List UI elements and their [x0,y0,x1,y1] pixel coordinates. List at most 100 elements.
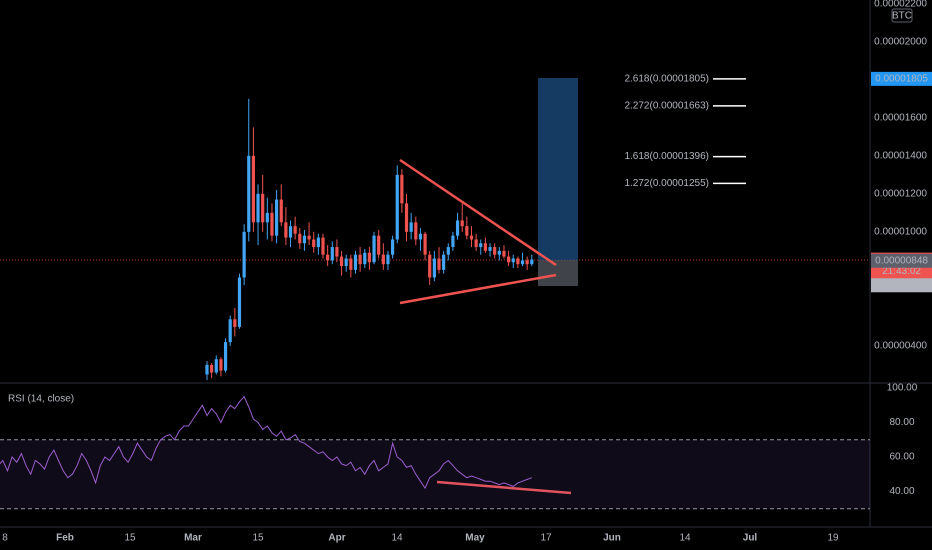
candle-body [479,243,483,248]
x-tick-label: Jun [603,533,621,544]
x-tick-label: May [465,533,485,544]
x-tick-label: Apr [328,533,345,544]
candle-body [428,254,432,278]
candle-body [265,212,269,223]
candle-body [256,193,260,223]
candle-body [335,247,339,257]
candle-body [261,193,265,223]
candle-body [312,239,316,248]
candle-body [214,359,218,373]
candle-body [446,247,450,255]
candle-body [242,231,246,278]
candle-body [483,243,487,251]
candle-body [321,237,325,255]
price-badge [871,278,932,293]
candle-body [525,260,529,265]
x-tick-label: 8 [2,533,8,544]
candle-body [228,319,232,343]
price-badge-label: 0.00000719 [875,280,928,291]
candle-body [326,254,330,261]
candle-body [210,364,214,373]
candle-body [367,252,371,263]
price-badge-label: 0.00000848 [875,255,928,266]
candle-body [353,254,358,270]
y-tick-label: 0.00001400 [874,150,927,161]
price-badge-time: 21:43:02 [882,266,921,277]
candle-body [251,155,255,223]
candle-body [502,250,506,257]
candle-body [358,254,362,265]
fib-label: 2.618(0.00001805) [624,74,709,85]
candle-body [520,260,525,265]
candle-body [307,235,311,240]
candle-body [237,277,242,327]
candle-body [414,222,418,240]
rsi-title: RSI (14, close) [8,394,74,405]
y-tick-label: 0.00002200 [874,0,927,9]
candle-body [432,258,436,278]
candle-body [418,233,423,240]
long-position-stop [538,260,578,286]
candle-body [372,235,376,263]
candle-body [437,258,441,270]
candle-body [339,256,344,267]
candle-body [442,254,446,270]
x-tick-label: 14 [391,533,403,544]
candle-body [497,250,501,255]
y-tick-label: 0.00000400 [874,341,927,352]
candle-body [275,199,279,236]
candle-body [233,319,237,327]
x-tick-label: 19 [827,533,839,544]
candle-body [284,222,288,238]
candle-body [460,220,464,227]
rsi-divergence-line [436,480,572,495]
x-tick-label: Mar [184,533,202,544]
candle-body [363,252,367,265]
triangle-upper-line [399,158,557,267]
x-tick-label: 15 [252,533,264,544]
triangle-lower-line [399,273,557,305]
y-tick-label: 0.00001000 [874,227,927,238]
candle-body [316,237,320,248]
rsi-tick-label: 60.00 [889,452,914,463]
candle-body [377,235,381,255]
candle-body [530,259,534,265]
candle-body [205,364,209,375]
candle-body [465,226,469,236]
y-tick-label: 0.00002000 [874,36,927,47]
candle-body [344,258,348,267]
candle-body [330,247,334,261]
x-tick-label: 14 [679,533,691,544]
fib-label: 1.618(0.00001396) [624,151,709,162]
rsi-tick-label: 80.00 [889,417,914,428]
candle-body [488,247,492,251]
y-tick-label: 0.00001200 [874,188,927,199]
candle-body [219,359,223,371]
price-badge-label: 0.00001805 [875,74,928,85]
rsi-tick-label: 40.00 [889,486,914,497]
candle-body [247,155,251,232]
candle-body [391,239,395,255]
x-tick-label: Feb [56,533,74,544]
price-badge [871,253,932,268]
currency-box [891,8,913,23]
candle-body [516,258,520,265]
candle-body [223,342,228,371]
candle-body [423,233,427,255]
candle-body [293,226,297,234]
candle-body [288,226,293,238]
candle-body [507,256,511,263]
fib-label: 1.272(0.00001255) [624,178,709,189]
price-badge [871,71,932,86]
candle-body [493,247,497,255]
candle-body [451,235,455,248]
long-position-target [538,78,578,260]
candle-body [400,174,404,204]
x-tick-label: 15 [124,533,136,544]
candle-body [381,254,385,265]
candle-body [298,233,302,244]
candle-body [404,203,409,232]
currency: BTC [892,11,912,22]
